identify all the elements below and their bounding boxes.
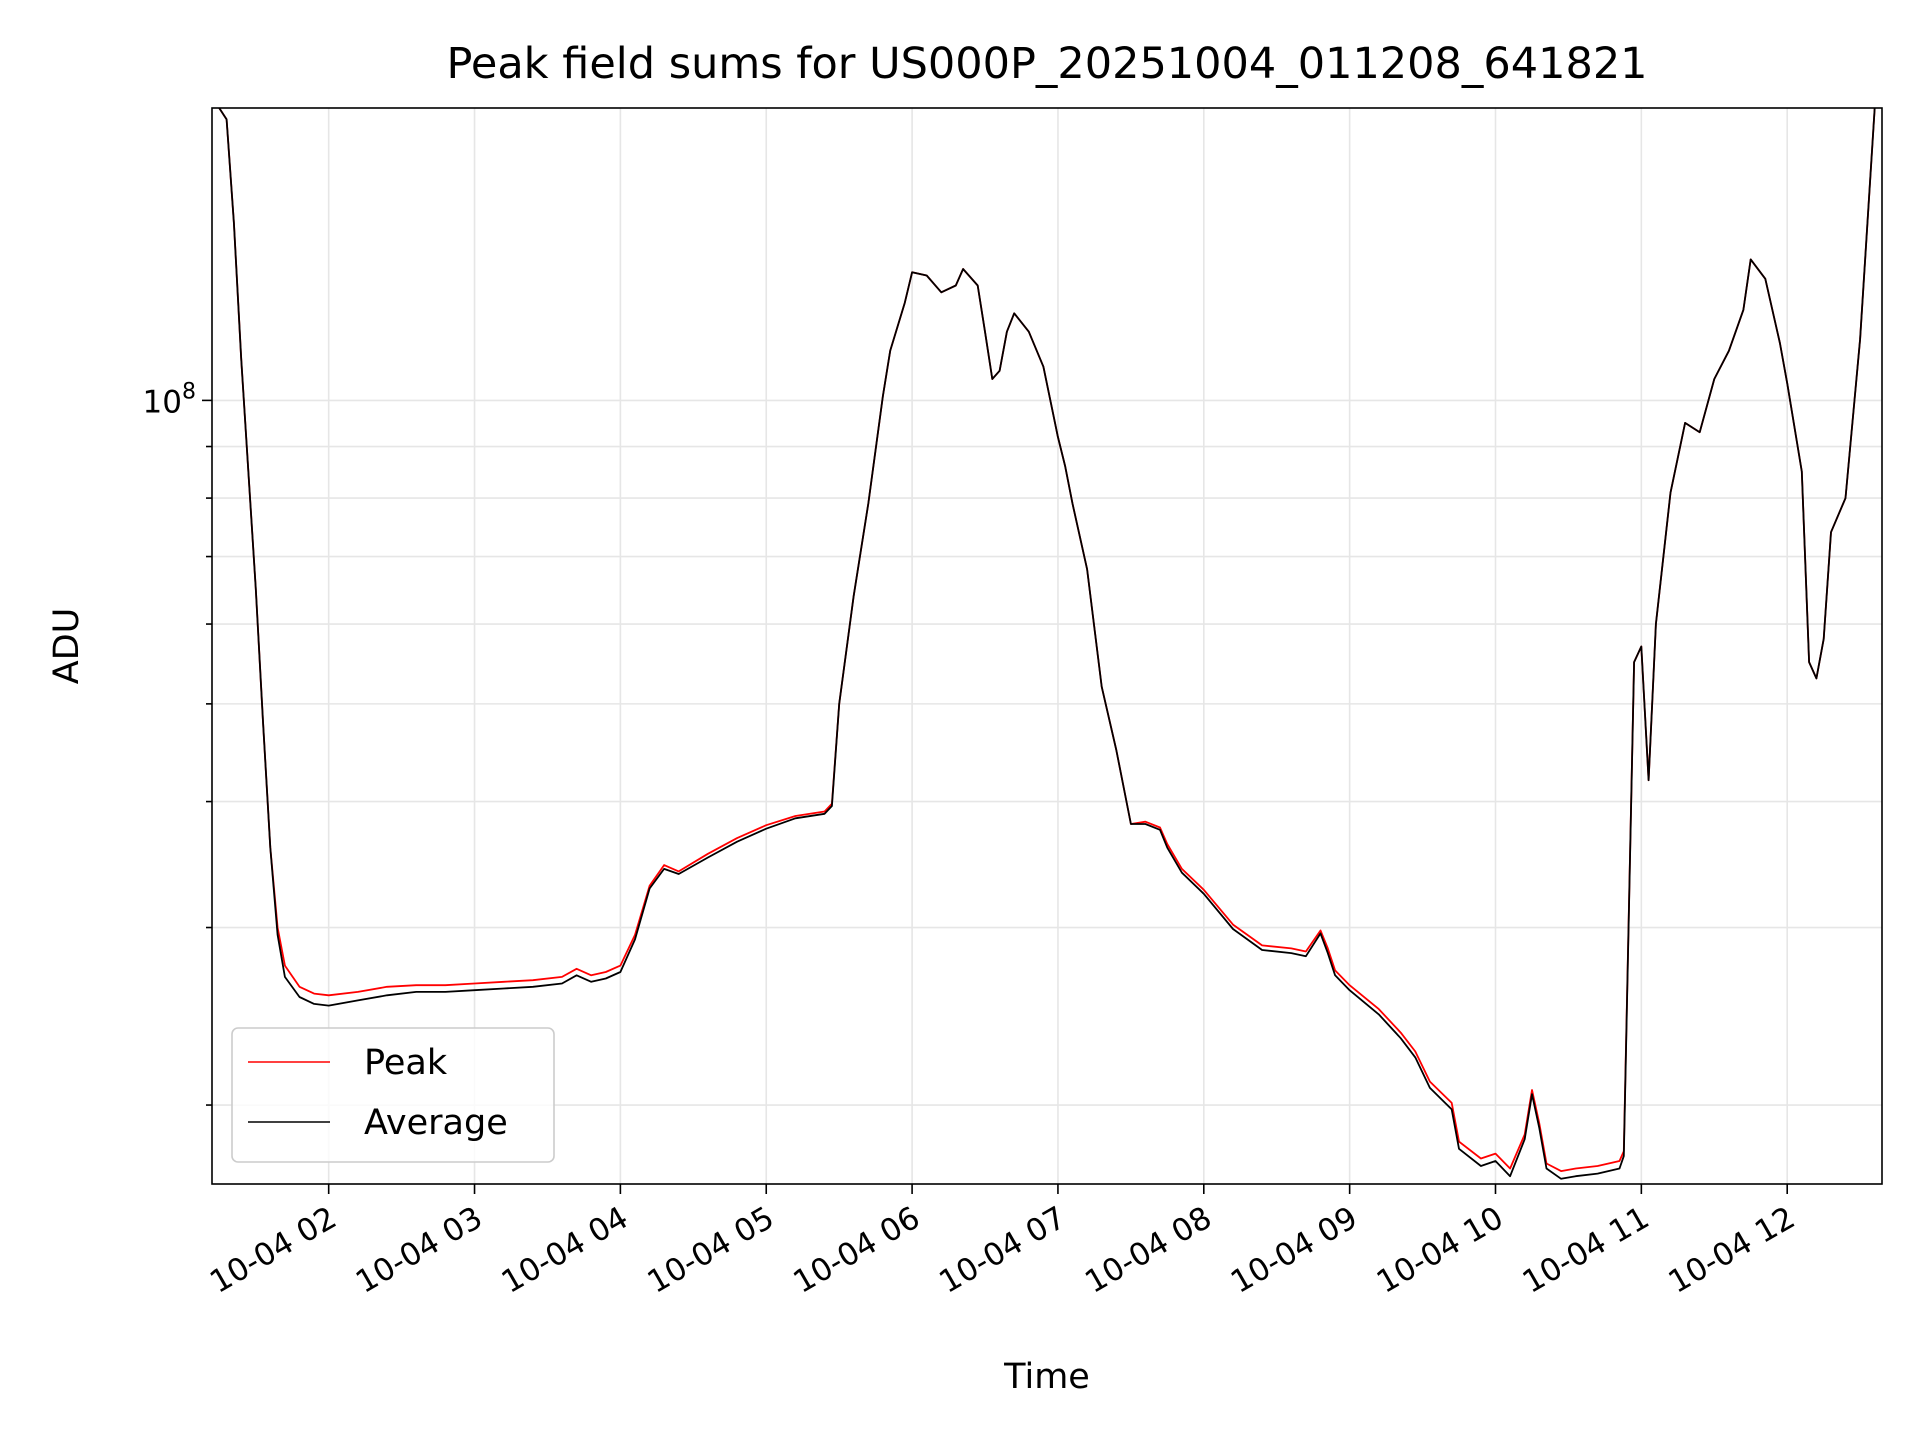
chart-title: Peak field sums for US000P_20251004_0112…	[446, 39, 1647, 89]
y-axis: 108	[143, 379, 212, 1106]
y-axis-label: ADU	[47, 608, 87, 685]
series-layer	[218, 108, 1876, 1180]
series-line-average	[218, 108, 1876, 1180]
legend-label-peak: Peak	[364, 1043, 448, 1083]
y-tick-label: 108	[143, 379, 196, 420]
y-tick-label-exponent: 8	[182, 379, 196, 404]
legend-label-average: Average	[364, 1103, 508, 1143]
legend: Peak Average	[231, 1027, 555, 1163]
x-axis-label: Time	[1003, 1357, 1090, 1397]
y-tick-label-base: 10	[143, 384, 182, 420]
plot-frame	[211, 107, 1883, 1185]
